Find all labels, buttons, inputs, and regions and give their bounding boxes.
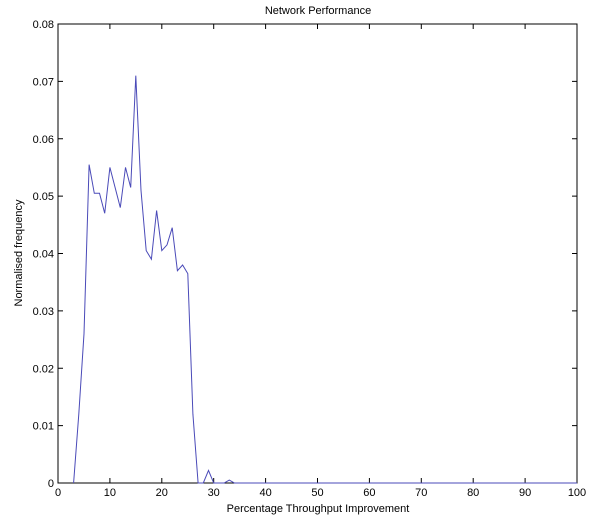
x-tick-label: 80 xyxy=(467,487,479,499)
y-tick-label: 0.05 xyxy=(33,191,54,203)
y-tick-label: 0 xyxy=(48,478,54,490)
x-tick-label: 60 xyxy=(363,487,375,499)
x-tick-label: 0 xyxy=(55,487,61,499)
x-tick-label: 40 xyxy=(259,487,271,499)
x-axis: 0 10 20 30 40 50 60 70 80 90 100 xyxy=(55,24,586,499)
x-axis-title: Percentage Throughput Improvement xyxy=(227,503,410,515)
y-axis: 0 0.01 0.02 0.03 0.04 0.05 0.06 0.07 0.08 xyxy=(33,19,577,490)
chart-title: Network Performance xyxy=(265,5,371,17)
x-tick-label: 90 xyxy=(519,487,531,499)
y-tick-label: 0.07 xyxy=(33,76,54,88)
y-tick-label: 0.06 xyxy=(33,134,54,146)
x-tick-label: 50 xyxy=(311,487,323,499)
data-series-layer xyxy=(73,75,577,484)
y-tick-label: 0.02 xyxy=(33,363,54,375)
x-tick-label: 70 xyxy=(415,487,427,499)
y-axis-title: Normalised frequency xyxy=(13,199,25,306)
x-tick-label: 20 xyxy=(156,487,168,499)
x-tick-label: 30 xyxy=(208,487,220,499)
y-tick-label: 0.04 xyxy=(33,249,54,261)
y-tick-label: 0.01 xyxy=(33,421,54,433)
series-line-0 xyxy=(73,75,577,484)
y-tick-label: 0.03 xyxy=(33,306,54,318)
x-tick-label: 10 xyxy=(104,487,116,499)
y-tick-label: 0.08 xyxy=(33,19,54,31)
x-tick-label: 100 xyxy=(568,487,586,499)
